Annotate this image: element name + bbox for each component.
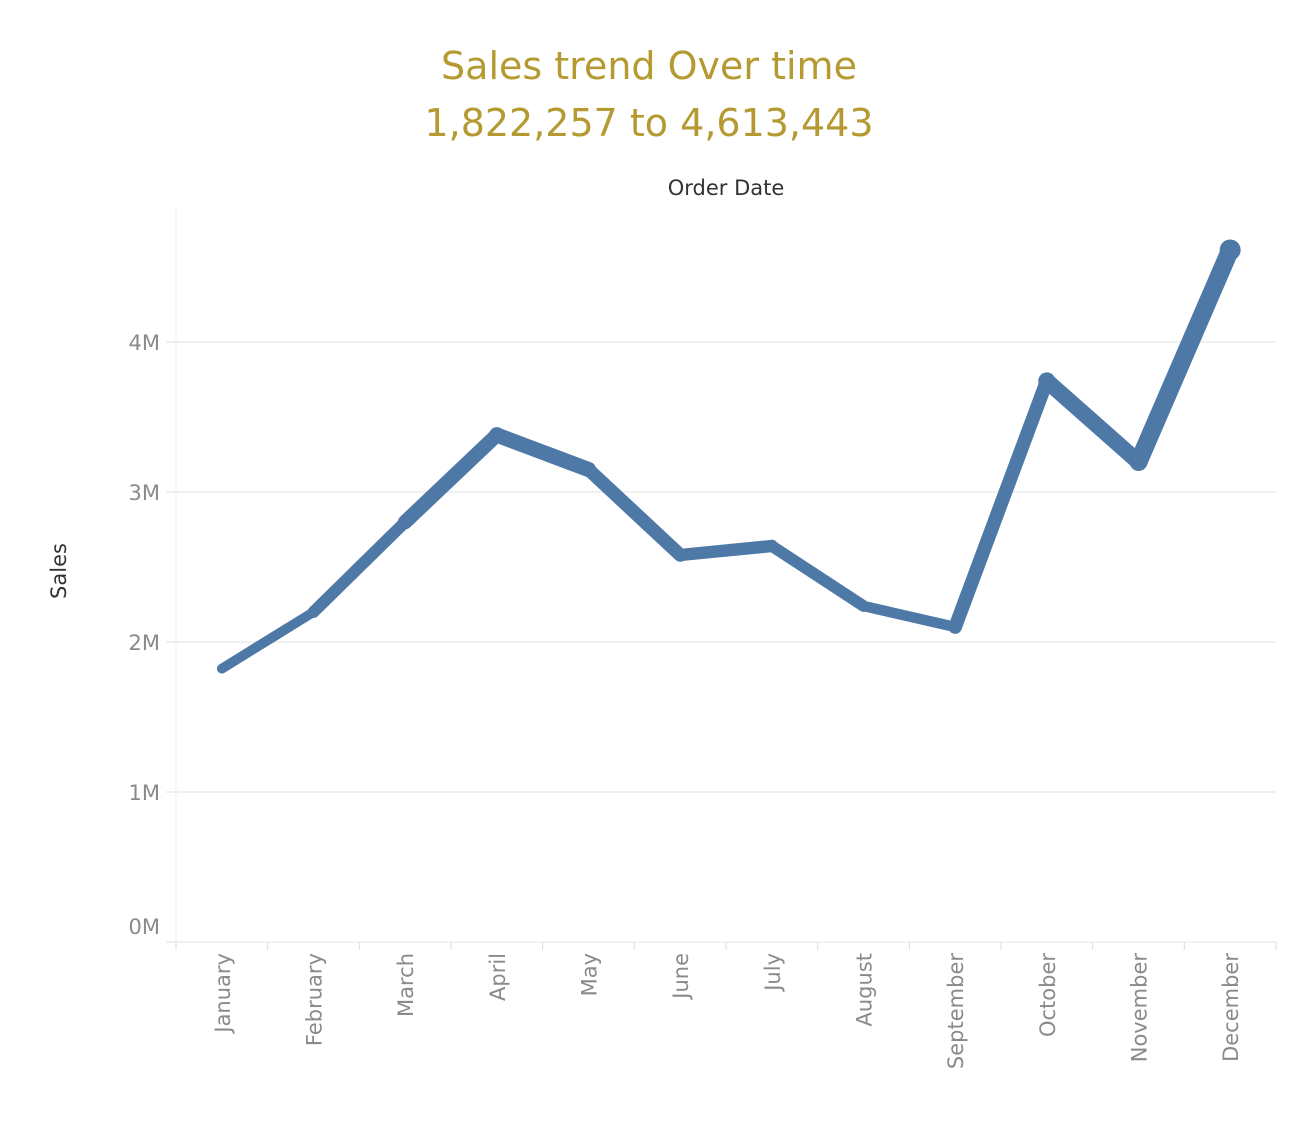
chart-subtitle: 1,822,257 to 4,613,443 bbox=[424, 101, 874, 145]
axis-layer: 0M 1M 2M 3M 4M January February March April May Ju… bbox=[129, 205, 1277, 1069]
data-point[interactable] bbox=[858, 600, 869, 612]
x-tick-label: April bbox=[486, 953, 510, 1001]
line-segment bbox=[216, 607, 319, 674]
line-segment bbox=[1129, 241, 1240, 471]
data-point[interactable] bbox=[308, 606, 319, 618]
x-axis-title: Order Date bbox=[668, 176, 785, 200]
x-tick-label: September bbox=[944, 953, 968, 1069]
y-tick-label: 2M bbox=[129, 631, 160, 655]
line-segment bbox=[766, 540, 870, 612]
data-point[interactable] bbox=[581, 462, 596, 477]
data-point[interactable] bbox=[1219, 239, 1241, 261]
y-axis-title: Sales bbox=[47, 543, 71, 599]
y-tick-label: 1M bbox=[129, 781, 160, 805]
chart-title-block: Sales trend Over time 1,822,257 to 4,613… bbox=[0, 38, 1298, 152]
y-tick-label: 4M bbox=[129, 331, 160, 355]
line-segment bbox=[307, 516, 412, 618]
y-tick-label: 3M bbox=[129, 481, 160, 505]
line-segment bbox=[581, 462, 687, 562]
x-tick-label: July bbox=[761, 953, 785, 993]
data-point[interactable] bbox=[1131, 454, 1146, 470]
chart-title: Sales trend Over time bbox=[441, 44, 857, 88]
line-layer bbox=[216, 239, 1241, 674]
data-point[interactable] bbox=[1038, 372, 1056, 390]
line-segment bbox=[397, 427, 505, 530]
x-tick-label: June bbox=[669, 953, 693, 1001]
x-tick-label: March bbox=[394, 953, 418, 1017]
line-segment bbox=[1038, 372, 1147, 471]
x-tick-label: October bbox=[1036, 953, 1060, 1037]
data-point[interactable] bbox=[488, 427, 505, 443]
data-point[interactable] bbox=[765, 539, 779, 553]
line-segment bbox=[948, 374, 1054, 634]
x-tick-label: January bbox=[211, 953, 235, 1035]
grid-layer bbox=[176, 341, 1276, 793]
x-tick-label: August bbox=[853, 953, 877, 1027]
y-tick-label: 0M bbox=[129, 915, 160, 939]
x-tick-label: February bbox=[303, 953, 327, 1046]
x-tick-label: May bbox=[578, 953, 602, 996]
x-tick-label: December bbox=[1219, 953, 1243, 1062]
data-point[interactable] bbox=[674, 548, 687, 562]
line-segment bbox=[858, 600, 961, 633]
data-point[interactable] bbox=[950, 621, 961, 633]
line-segment bbox=[489, 427, 597, 478]
data-point[interactable] bbox=[398, 515, 412, 529]
x-tick-label: November bbox=[1128, 953, 1152, 1063]
line-segment bbox=[673, 539, 779, 562]
data-point[interactable] bbox=[217, 664, 227, 674]
